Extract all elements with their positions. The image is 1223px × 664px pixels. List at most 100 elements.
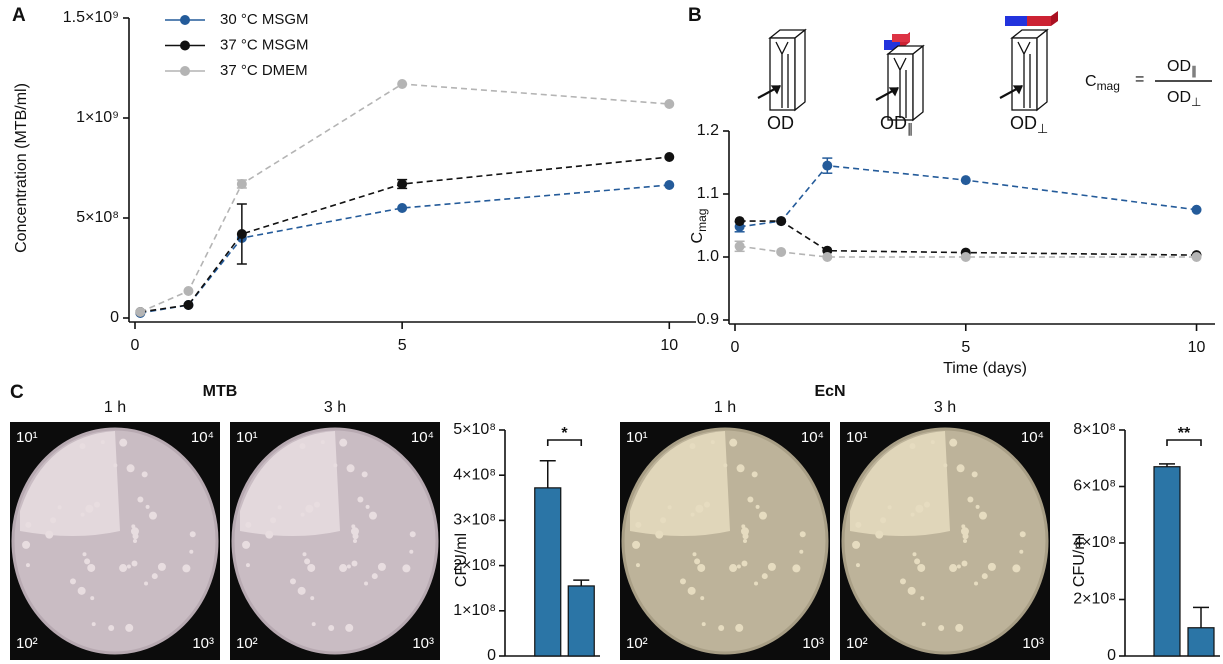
colony (58, 505, 62, 509)
formula-num: OD∥ (1167, 58, 1197, 78)
colony (87, 564, 95, 572)
colony (792, 564, 800, 572)
colony (737, 464, 745, 472)
error-bar (540, 461, 556, 488)
colony (328, 625, 334, 631)
data-point (776, 247, 786, 257)
formula-den: OD⊥ (1167, 89, 1201, 109)
data-point (822, 161, 832, 171)
dilution-label: 10¹ (846, 429, 868, 446)
colony (747, 496, 753, 502)
colony (759, 512, 767, 520)
colony (735, 624, 743, 632)
y-tick-label: 0 (1107, 647, 1116, 664)
colony (190, 531, 196, 537)
x-tick-label: 10 (660, 337, 678, 354)
y-tick-label: 1×10⁸ (453, 602, 496, 619)
colony (704, 502, 710, 508)
legend-marker (180, 41, 190, 51)
colony (339, 439, 347, 447)
colony (26, 563, 30, 567)
series-line (140, 84, 669, 312)
colony (127, 565, 131, 569)
colony (81, 513, 85, 517)
colony (972, 471, 978, 477)
colony (931, 440, 935, 444)
colony (351, 561, 357, 567)
data-point (397, 79, 407, 89)
data-point (183, 300, 193, 310)
error-bar (1193, 607, 1209, 627)
cuvette-diagrams (758, 11, 1058, 120)
colony (78, 587, 86, 595)
colony (743, 539, 747, 543)
colony (113, 463, 117, 467)
colony (718, 625, 724, 631)
colony (635, 522, 641, 528)
significance-label: * (561, 425, 568, 442)
x-tick-label: 10 (1188, 339, 1206, 356)
y-tick-label: 1.5×10⁹ (63, 9, 119, 26)
colony (690, 443, 696, 449)
colony (245, 522, 251, 528)
colony (888, 505, 892, 509)
formula-lhs: Cmag (1085, 73, 1120, 93)
colony (146, 505, 150, 509)
colony (307, 564, 315, 572)
colony (101, 440, 105, 444)
colony (910, 443, 916, 449)
data-point (822, 252, 832, 262)
cuvette-label-sub: ⊥ (1037, 121, 1048, 136)
dilution-label: 10⁴ (191, 429, 214, 446)
dilution-label: 10¹ (236, 429, 258, 446)
colony (242, 541, 250, 549)
colony (691, 513, 695, 517)
x-tick-label: 0 (131, 337, 140, 354)
colony (339, 564, 347, 572)
colony (723, 463, 727, 467)
data-point (135, 307, 145, 317)
colony (301, 513, 305, 517)
dilution-label: 10⁴ (411, 429, 434, 446)
colony (131, 527, 139, 535)
formula-num-text: OD (1167, 58, 1191, 75)
group-title: EcN (814, 383, 845, 400)
colony (908, 587, 916, 595)
data-point (664, 180, 674, 190)
data-point (664, 99, 674, 109)
colony (949, 564, 957, 572)
dilution-label: 10² (626, 635, 648, 652)
colony (80, 443, 86, 449)
y-axis-label-text: C (689, 232, 706, 244)
colony (131, 561, 137, 567)
colony (345, 624, 353, 632)
colony (305, 505, 313, 513)
colony (372, 573, 378, 579)
colony (1012, 564, 1020, 572)
colony (856, 563, 860, 567)
cuvette-label-text: OD (767, 113, 794, 133)
colony (127, 464, 135, 472)
colony (246, 563, 250, 567)
colony (756, 505, 760, 509)
colony (915, 505, 923, 513)
colony (911, 513, 915, 517)
colony (347, 464, 355, 472)
bar (535, 488, 561, 656)
colony (875, 531, 883, 539)
data-point (183, 286, 193, 296)
y-tick-label: 1×10⁹ (76, 109, 119, 126)
colony (700, 596, 704, 600)
bar (1188, 628, 1214, 656)
colony (636, 563, 640, 567)
colony (799, 550, 803, 554)
data-point (397, 179, 407, 189)
colony (632, 541, 640, 549)
colony (378, 563, 386, 571)
colony (680, 578, 686, 584)
dilution-label: 10¹ (626, 429, 648, 446)
colony (357, 496, 363, 502)
y-axis-label: Cmag (689, 209, 709, 244)
colony (25, 522, 31, 528)
cuvette-magnet (876, 32, 923, 120)
